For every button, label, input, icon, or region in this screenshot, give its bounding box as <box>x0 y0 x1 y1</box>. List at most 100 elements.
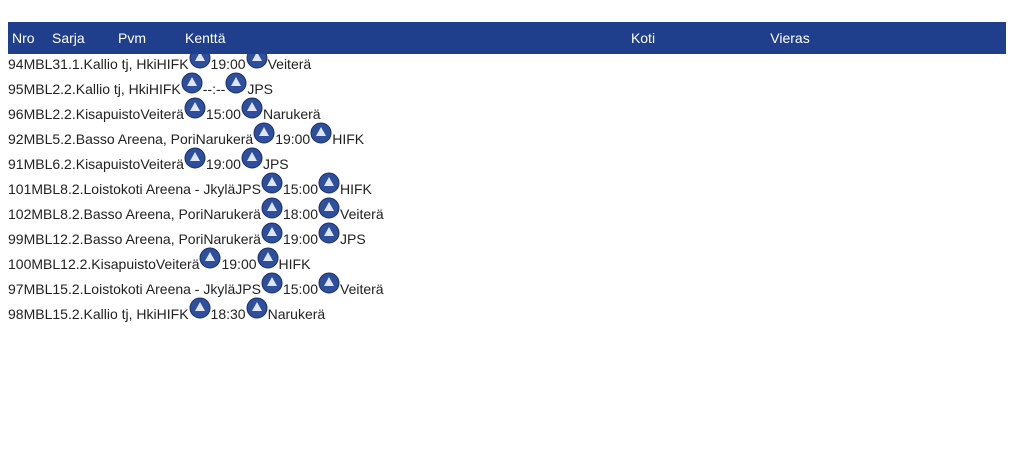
pvm: 2.2. <box>52 106 76 122</box>
aika: 18:30 <box>210 306 246 322</box>
team-logo <box>261 272 283 294</box>
pvm: 8.2. <box>60 206 84 222</box>
table-row: 100MBL12.2.KisapuistoVeiterä 19:00 HIFK <box>8 247 1006 272</box>
koti: Veiterä <box>140 106 184 122</box>
nro: 96 <box>8 106 24 122</box>
nro: 92 <box>8 131 24 147</box>
table-row: 102MBL8.2.Basso Areena, PoriNarukerä 18:0… <box>8 197 1006 222</box>
nro: 102 <box>8 206 32 222</box>
nro: 94 <box>8 56 24 72</box>
sarja: MBL <box>23 106 53 122</box>
nro-header: Nro <box>12 30 35 46</box>
pvm: 8.2. <box>60 181 84 197</box>
sarja: MBL <box>23 156 53 172</box>
team-logo <box>253 122 275 144</box>
koti: JPS <box>235 181 261 197</box>
aika: 15:00 <box>205 106 241 122</box>
pvm: 2.2. <box>52 81 76 97</box>
table-row: 98MBL15.2.Kallio tj, HkiHIFK 18:30 Naruker… <box>8 297 1006 322</box>
kentta: Loistokoti Areena - Jkylä <box>83 281 236 297</box>
team-logo <box>184 147 206 169</box>
sarja: MBL <box>23 231 53 247</box>
kentta: Kisapuisto <box>91 256 156 272</box>
sarja: MBL <box>31 256 61 272</box>
table-header: Nro Sarja Pvm Kenttä Koti Vieras <box>8 22 1006 54</box>
sarja: MBL <box>23 56 53 72</box>
team-logo <box>225 72 247 94</box>
kentta: Kallio tj, Hki <box>83 56 157 72</box>
team-logo <box>181 72 203 94</box>
vieras: Narukerä <box>267 306 326 322</box>
sarja: MBL <box>31 206 61 222</box>
kentta: Kallio tj, Hki <box>83 306 157 322</box>
pvm-header: Pvm <box>118 30 146 46</box>
kentta: Basso Areena, Pori <box>83 231 204 247</box>
aika: 19:00 <box>282 231 319 247</box>
pvm: 12.2. <box>52 231 84 247</box>
sarja: MBL <box>23 81 53 97</box>
team-logo <box>318 272 340 294</box>
sarja: MBL <box>31 181 61 197</box>
pvm: 12.2. <box>60 256 92 272</box>
aika: 19:00 <box>275 131 311 147</box>
pvm: 5.2. <box>52 131 76 147</box>
table-row: 92MBL5.2.Basso Areena, PoriNarukerä 19:00… <box>8 122 1006 147</box>
aika: 15:00 <box>282 281 318 297</box>
kentta-header: Kenttä <box>185 30 226 46</box>
team-logo <box>318 222 340 244</box>
koti: Narukerä <box>203 231 261 247</box>
team-logo <box>261 172 283 194</box>
team-logo <box>261 222 283 244</box>
nro: 98 <box>8 306 24 322</box>
team-logo <box>310 122 332 144</box>
team-logo <box>241 97 263 119</box>
nro: 101 <box>8 181 32 197</box>
table-row: 91MBL6.2.KisapuistoVeiterä 19:00 JPS <box>8 147 1006 172</box>
team-logo <box>199 247 221 269</box>
table-row: 97MBL15.2.Loistokoti Areena - JkyläJPS 15… <box>8 272 1006 297</box>
vieras: HIFK <box>278 256 311 272</box>
team-logo <box>184 97 206 119</box>
table-row: 99MBL12.2.Basso Areena, PoriNarukerä 19:0… <box>8 222 1006 247</box>
pvm: 15.2. <box>52 306 84 322</box>
koti: JPS <box>235 281 261 297</box>
kentta: Basso Areena, Pori <box>75 131 196 147</box>
sarja: MBL <box>23 306 53 322</box>
koti: HIFK <box>156 56 189 72</box>
koti-header: Koti <box>630 30 656 46</box>
pvm: 31.1. <box>52 56 84 72</box>
team-logo <box>261 197 283 219</box>
vieras: Narukerä <box>262 106 321 122</box>
koti: Veiterä <box>140 156 184 172</box>
vieras: Veiterä <box>267 56 312 72</box>
team-logo <box>241 147 263 169</box>
kentta: Kisapuisto <box>75 156 141 172</box>
nro: 91 <box>8 156 24 172</box>
aika: 19:00 <box>205 156 241 172</box>
koti: Narukerä <box>195 131 254 147</box>
nro: 95 <box>8 81 24 97</box>
vieras: HIFK <box>332 131 365 147</box>
table-row: 101MBL8.2.Loistokoti Areena - JkyläJPS 15… <box>8 172 1006 197</box>
koti: Narukerä <box>203 206 261 222</box>
team-logo <box>257 247 279 269</box>
koti: Veiterä <box>155 256 200 272</box>
sarja: MBL <box>23 281 53 297</box>
pvm: 6.2. <box>52 156 76 172</box>
vieras: JPS <box>340 231 366 247</box>
sarja: MBL <box>23 131 53 147</box>
kentta: Basso Areena, Pori <box>83 206 204 222</box>
kentta: Kisapuisto <box>75 106 141 122</box>
team-logo <box>318 172 340 194</box>
koti: HIFK <box>148 81 181 97</box>
vieras: Veiterä <box>340 281 384 297</box>
aika: 19:00 <box>210 56 246 72</box>
table-row: 95MBL2.2.Kallio tj, HkiHIFK --:-- JPS <box>8 72 1006 97</box>
vieras: HIFK <box>340 181 372 197</box>
team-logo <box>189 297 211 319</box>
aika: 15:00 <box>282 181 318 197</box>
vieras: JPS <box>262 156 289 172</box>
aika: --:-- <box>202 81 226 97</box>
